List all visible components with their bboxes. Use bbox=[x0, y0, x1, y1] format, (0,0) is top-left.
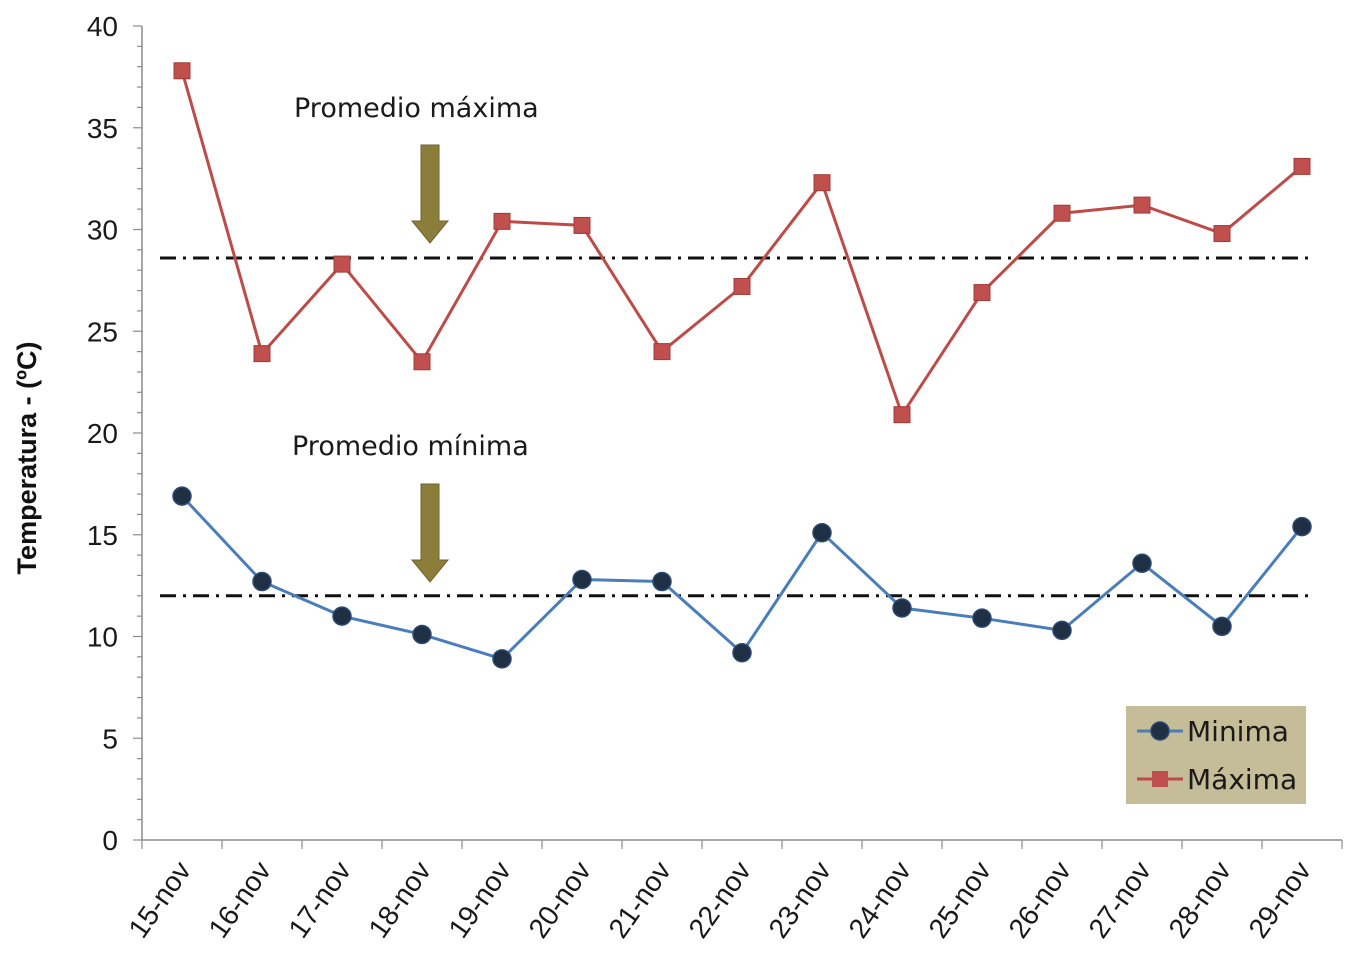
x-tick-label: 21-nov bbox=[602, 856, 677, 944]
y-tick-label: 5 bbox=[102, 723, 118, 754]
series-layer bbox=[172, 62, 1312, 669]
y-axis-title: Temperatura - (ºC) bbox=[12, 342, 42, 575]
maxima-point bbox=[1213, 225, 1231, 243]
y-tick-label: 15 bbox=[87, 520, 118, 551]
maxima-point bbox=[1133, 196, 1151, 214]
x-tick-label: 22-nov bbox=[682, 856, 757, 944]
reference-lines bbox=[160, 256, 1312, 598]
minima-point bbox=[652, 571, 672, 592]
maxima-point bbox=[413, 353, 431, 371]
y-tick-label: 30 bbox=[87, 215, 118, 246]
maxima-point bbox=[813, 174, 831, 192]
minima-point bbox=[1052, 620, 1072, 641]
y-tick-label: 20 bbox=[87, 418, 118, 449]
x-tick-label: 24-nov bbox=[842, 856, 917, 944]
y-tick-label: 40 bbox=[87, 11, 118, 42]
minima-point bbox=[1292, 516, 1312, 537]
maxima-point bbox=[493, 212, 511, 230]
maxima-point bbox=[973, 284, 991, 302]
x-tick-label: 25-nov bbox=[922, 856, 997, 944]
minima-point bbox=[172, 486, 192, 506]
minima-point bbox=[1132, 553, 1152, 573]
promedio-minima-label: Promedio mínima bbox=[292, 431, 529, 462]
maxima-point bbox=[1293, 157, 1311, 175]
x-tick-label: 20-nov bbox=[522, 856, 597, 944]
minima-point bbox=[812, 522, 832, 543]
x-tick-label: 28-nov bbox=[1162, 856, 1237, 944]
y-tick-label: 10 bbox=[87, 622, 118, 653]
y-tick-label: 0 bbox=[102, 825, 118, 856]
legend-minima-label: Minima bbox=[1187, 715, 1289, 748]
x-tick-label: 27-nov bbox=[1082, 856, 1157, 944]
x-tick-label: 26-nov bbox=[1002, 856, 1077, 944]
minima-series-line bbox=[180, 495, 1304, 661]
legend-maxima-marker bbox=[1152, 771, 1168, 787]
x-tick-label: 19-nov bbox=[442, 856, 517, 944]
legend-minima-marker bbox=[1150, 721, 1170, 741]
x-tick-label: 29-nov bbox=[1242, 856, 1317, 944]
minima-point bbox=[572, 569, 592, 590]
x-tick-label: 23-nov bbox=[762, 856, 837, 944]
annotations: Promedio máxima Promedio mínima bbox=[292, 93, 539, 583]
y-tick-label: 35 bbox=[87, 113, 118, 144]
maxima-point bbox=[333, 255, 351, 273]
maxima-point bbox=[253, 345, 271, 363]
maxima-point bbox=[733, 277, 751, 295]
minima-point bbox=[892, 598, 912, 618]
promedio-maxima-label: Promedio máxima bbox=[294, 93, 539, 124]
maxima-point bbox=[573, 216, 591, 234]
x-tick-label: 15-nov bbox=[122, 856, 197, 944]
minima-point bbox=[332, 606, 352, 626]
promedio-minima-arrow bbox=[410, 483, 450, 583]
x-tick-label: 16-nov bbox=[202, 856, 277, 944]
minima-point bbox=[492, 649, 512, 669]
y-ticks: 0 5 10 15 20 25 30 35 40 bbox=[87, 11, 142, 856]
minima-point bbox=[732, 643, 752, 663]
y-tick-label: 25 bbox=[87, 316, 118, 347]
promedio-maxima-arrow bbox=[410, 144, 450, 244]
minima-point bbox=[252, 571, 272, 592]
maxima-point bbox=[893, 406, 911, 424]
x-ticks: 15-nov 16-nov 17-nov 18-nov 19-nov 20-nov 21-n… bbox=[122, 840, 1343, 944]
minima-point bbox=[972, 608, 992, 628]
minima-point bbox=[412, 624, 432, 645]
minima-point bbox=[1212, 616, 1232, 637]
maxima-point bbox=[1053, 204, 1071, 222]
x-tick-label: 18-nov bbox=[362, 856, 437, 944]
maxima-point bbox=[173, 62, 191, 80]
legend: Minima Máxima bbox=[1126, 706, 1306, 804]
legend-maxima-label: Máxima bbox=[1187, 763, 1297, 796]
x-tick-label: 17-nov bbox=[282, 856, 357, 944]
maxima-point bbox=[653, 343, 671, 361]
